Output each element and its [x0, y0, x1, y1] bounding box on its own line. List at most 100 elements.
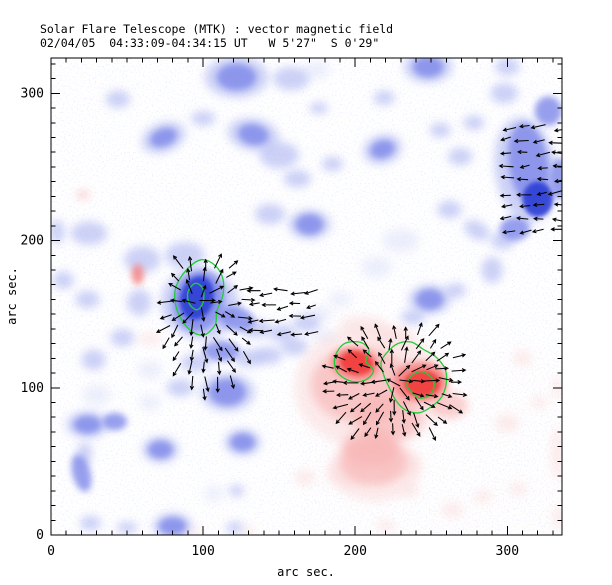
vector-arrow	[375, 403, 384, 413]
vector-arrow	[335, 392, 349, 398]
field-blob-blue	[464, 220, 490, 241]
vector-arrow	[247, 319, 259, 324]
vector-arrow	[258, 318, 275, 324]
vector-arrow	[531, 228, 544, 234]
field-blob-blue	[463, 115, 485, 131]
vector-arrow	[378, 351, 386, 364]
vector-arrow	[374, 360, 385, 373]
vector-arrow	[348, 416, 363, 425]
vector-arrow	[516, 177, 529, 182]
vector-arrow	[411, 364, 427, 373]
vector-arrow	[423, 401, 436, 408]
x-axis-label: arc sec.	[277, 565, 335, 579]
field-blob-blue	[52, 271, 74, 290]
vector-arrow	[239, 326, 252, 334]
vector-arrow	[452, 392, 468, 397]
vector-arrow	[215, 323, 221, 335]
field-blob-blue	[444, 283, 467, 298]
vector-arrow	[217, 361, 222, 376]
vector-arrow	[403, 326, 408, 339]
field-blob-blue	[204, 486, 223, 502]
axes-layer	[50, 57, 563, 536]
vector-arrow	[414, 397, 424, 411]
field-blob-blue	[321, 156, 343, 172]
vector-arrow	[155, 325, 171, 333]
vector-arrow	[209, 285, 225, 294]
field-blob-blue	[102, 412, 128, 431]
vector-arrow	[428, 427, 437, 441]
vector-arrow	[500, 175, 515, 180]
vector-arrow	[388, 387, 395, 403]
vector-arrow	[519, 204, 531, 209]
vector-arrow	[168, 282, 182, 291]
vector-arrow	[437, 402, 453, 410]
field-blob-blue	[180, 354, 211, 372]
field-blob-red	[441, 502, 464, 518]
vector-arrow	[426, 364, 439, 371]
field-blob-blue	[304, 61, 330, 79]
vector-arrow	[228, 338, 239, 352]
field-blob-blue	[361, 256, 392, 278]
field-blob-blue	[534, 96, 562, 126]
vector-arrow	[299, 314, 316, 320]
field-blob-blue	[105, 90, 131, 108]
vector-arrow	[216, 348, 223, 362]
field-blob-blue	[150, 127, 177, 148]
vector-arrow	[189, 375, 195, 391]
vector-arrow	[347, 349, 358, 359]
field-blob-blue	[116, 521, 138, 534]
vector-arrow	[361, 336, 370, 350]
tick-labels: 0 100 200 300 0 100 200 300	[21, 86, 520, 559]
vector-arrow	[224, 311, 236, 318]
vector-arrow	[358, 363, 370, 369]
vector-arrow	[226, 271, 237, 278]
y-tick-label: 100	[21, 381, 44, 396]
vector-arrow	[401, 410, 406, 424]
vector-arrow	[501, 204, 513, 209]
vector-arrow	[201, 361, 206, 374]
field-blob-blue	[481, 256, 503, 284]
field-blob-blue	[400, 309, 426, 325]
vector-arrow	[548, 140, 562, 145]
vector-arrow	[274, 318, 287, 324]
vector-arrow	[360, 402, 372, 413]
vector-arrow	[346, 367, 359, 374]
vector-arrow	[203, 336, 208, 351]
vector-arrow	[241, 297, 256, 303]
x-tick-label: 300	[496, 544, 519, 559]
field-contour	[380, 341, 448, 414]
field-blob-red	[508, 483, 527, 496]
vector-arrow	[537, 166, 548, 171]
vector-arrow	[210, 299, 223, 305]
vector-arrow	[202, 388, 207, 401]
plot-title: Solar Flare Telescope (MTK) : vector mag…	[40, 22, 393, 36]
field-blob-red	[403, 370, 441, 397]
vector-arrow	[350, 428, 360, 440]
y-tick-label: 300	[21, 86, 44, 101]
field-blob-blue	[309, 102, 328, 114]
field-blob-blue	[254, 346, 283, 365]
vector-layer	[155, 124, 562, 441]
vector-arrow	[226, 324, 238, 336]
field-blob-blue	[280, 337, 308, 356]
vector-arrow	[261, 302, 277, 308]
vector-arrow	[536, 176, 549, 182]
field-blob-red	[473, 490, 492, 503]
field-blob-blue	[124, 246, 161, 273]
vector-arrow	[259, 329, 273, 335]
vector-arrow	[398, 364, 411, 377]
y-tick-label: 0	[36, 528, 44, 543]
field-blob-blue	[51, 219, 65, 244]
vector-arrow	[186, 267, 191, 281]
vector-arrow	[392, 324, 397, 339]
vector-arrow	[415, 338, 425, 350]
field-blob-blue	[148, 440, 173, 459]
vector-arrow	[363, 411, 372, 426]
field-blob-red	[376, 520, 395, 533]
field-blob-blue	[137, 361, 163, 379]
vector-arrow	[551, 150, 562, 155]
vector-arrow	[519, 164, 530, 169]
field-blob-blue	[437, 200, 462, 219]
y-tick-label: 200	[21, 234, 44, 249]
